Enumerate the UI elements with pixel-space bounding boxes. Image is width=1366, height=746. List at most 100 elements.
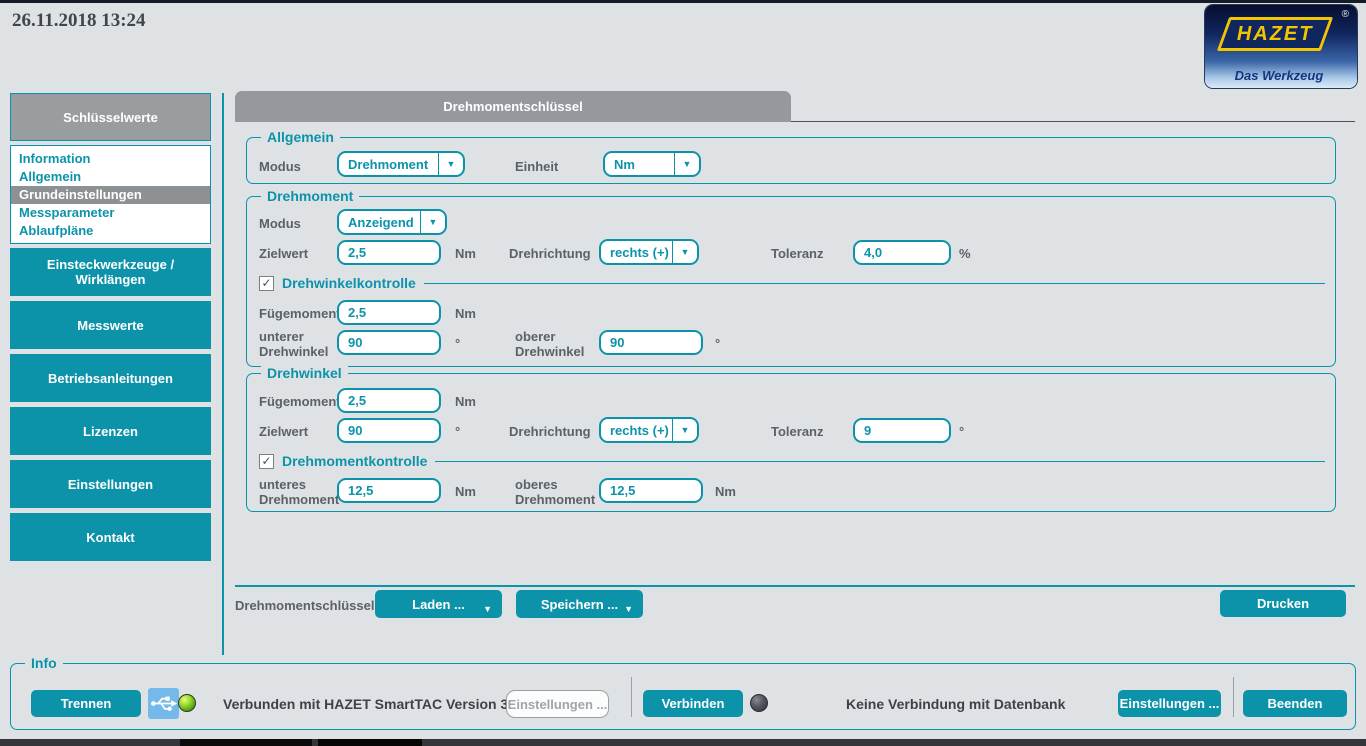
unteres-drehmoment-input[interactable] <box>337 478 441 503</box>
section-drehmoment: Drehmoment Modus Anzeigend ▼ Zielwert Nm… <box>246 188 1336 367</box>
sidebar-item-ablaufplaene[interactable]: Ablaufpläne <box>19 223 94 238</box>
toleranz-label: Toleranz <box>771 246 824 261</box>
chevron-down-icon[interactable]: ▼ <box>674 153 699 175</box>
chevron-down-icon[interactable]: ▼ <box>672 241 697 263</box>
einheit-dropdown[interactable]: Nm ▼ <box>603 151 701 177</box>
datetime-display: 26.11.2018 13:24 <box>12 10 146 31</box>
zielwert-unit: Nm <box>455 246 476 261</box>
unterer-drehwinkel-label: unterer Drehwinkel <box>259 329 329 359</box>
drehmoment-modus-dropdown[interactable]: Anzeigend ▼ <box>337 209 447 235</box>
device-connection-led <box>178 694 196 712</box>
drehmomentkontrolle-title: Drehmomentkontrolle <box>282 453 428 469</box>
modus-label: Modus <box>259 159 301 174</box>
sidebar-header-schluesselwerte[interactable]: Schlüsselwerte <box>10 93 211 141</box>
zielwert-input[interactable] <box>337 240 441 265</box>
device-einstellungen-label: Einstellungen ... <box>507 696 608 712</box>
sidebar-item-grundeinstellungen[interactable]: Grundeinstellungen <box>11 186 210 204</box>
info-divider <box>631 677 632 717</box>
sidebar-item-allgemein[interactable]: Allgemein <box>19 169 82 184</box>
modus-label: Modus <box>259 216 301 231</box>
drehrichtung-value: rechts (+) <box>610 244 669 260</box>
taskbar-segment <box>318 739 422 746</box>
unteres-drehmoment-label: unteres Drehmoment <box>259 477 340 507</box>
sidebar-button-kontakt[interactable]: Kontakt <box>10 513 211 561</box>
laden-button-label: Laden ... <box>412 596 465 612</box>
unterer-drehwinkel-input[interactable] <box>337 330 441 355</box>
section-drehmoment-legend: Drehmoment <box>261 188 360 204</box>
oberer-drehwinkel-label: oberer Drehwinkel <box>515 329 585 359</box>
device-status-text: Verbunden mit HAZET SmartTAC Version 3.0… <box>223 696 536 712</box>
hazet-logo-mark-icon: HAZET <box>1216 17 1334 51</box>
modus-dropdown[interactable]: Drehmoment ▼ <box>337 151 465 177</box>
beenden-button[interactable]: Beenden <box>1243 690 1347 717</box>
oberes-drehmoment-label: oberes Drehmoment <box>515 477 596 507</box>
chevron-down-icon: ▼ <box>624 604 633 614</box>
trennen-button[interactable]: Trennen <box>31 690 141 717</box>
toleranz-input[interactable] <box>853 418 951 443</box>
speichern-button[interactable]: Speichern ... ▼ <box>516 590 643 618</box>
laden-button[interactable]: Laden ... ▼ <box>375 590 502 618</box>
drehmomentkontrolle-checkbox[interactable]: ✓ <box>259 453 274 469</box>
oberes-drehmoment-input[interactable] <box>599 478 703 503</box>
sidebar-button-betriebsanleitungen[interactable]: Betriebsanleitungen <box>10 354 211 402</box>
window-top-edge <box>0 0 1366 3</box>
drehwinkelkontrolle-title: Drehwinkelkontrolle <box>282 275 416 291</box>
toleranz-input[interactable] <box>853 240 951 265</box>
toleranz-label: Toleranz <box>771 424 824 439</box>
drehrichtung-label: Drehrichtung <box>509 424 591 439</box>
group-rule <box>435 460 1325 462</box>
trennen-button-label: Trennen <box>60 696 112 711</box>
chevron-down-icon: ▼ <box>483 604 492 614</box>
toleranz-unit: % <box>959 246 971 261</box>
taskbar-segment <box>180 739 312 746</box>
modus-dropdown-value: Drehmoment <box>348 156 429 172</box>
zielwert-input[interactable] <box>337 418 441 443</box>
chevron-down-icon[interactable]: ▼ <box>672 419 697 441</box>
beenden-button-label: Beenden <box>1267 696 1323 711</box>
drucken-button-label: Drucken <box>1256 596 1310 611</box>
oberer-drehwinkel-input[interactable] <box>599 330 703 355</box>
drucken-button[interactable]: Drucken <box>1220 590 1346 617</box>
section-allgemein: Allgemein Modus Drehmoment ▼ Einheit Nm … <box>246 129 1336 184</box>
fuegemoment-label: Fügemoment <box>259 394 341 409</box>
section-allgemein-legend: Allgemein <box>261 129 340 145</box>
oberes-drehmoment-unit: Nm <box>715 484 736 499</box>
fuegemoment-input[interactable] <box>337 300 441 325</box>
database-einstellungen-label: Einstellungen ... <box>1119 696 1220 711</box>
fuegemoment-unit: Nm <box>455 306 476 321</box>
tabstrip-baseline <box>235 121 1355 122</box>
sidebar-nav-list: Information Allgemein Grundeinstellungen… <box>10 145 211 244</box>
drehrichtung-dropdown[interactable]: rechts (+) ▼ <box>599 239 699 265</box>
fuegemoment-input[interactable] <box>337 388 441 413</box>
logo-tagline: Das Werkzeug <box>1234 68 1324 83</box>
section-drehwinkel-legend: Drehwinkel <box>261 365 348 381</box>
device-einstellungen-button[interactable]: Einstellungen ... <box>506 690 609 718</box>
sidebar-button-messwerte[interactable]: Messwerte <box>10 301 211 349</box>
drehwinkelkontrolle-group-header: ✓ Drehwinkelkontrolle <box>259 275 1325 291</box>
sidebar-button-einsteckwerkzeuge[interactable]: Einsteckwerkzeuge / Wirklängen <box>10 248 211 296</box>
sidebar-button-lizenzen[interactable]: Lizenzen <box>10 407 211 455</box>
content-bottom-separator <box>235 585 1355 587</box>
fuegemoment-unit: Nm <box>455 394 476 409</box>
section-info: Info Trennen Verbunden mit HAZET SmartTA… <box>10 655 1356 730</box>
zielwert-label: Zielwert <box>259 246 309 261</box>
tab-drehmomentschluessel[interactable]: Drehmomentschlüssel <box>235 91 791 122</box>
chevron-down-icon[interactable]: ▼ <box>420 211 445 233</box>
sidebar-item-messparameter[interactable]: Messparameter <box>19 205 115 220</box>
database-connection-led <box>750 694 768 712</box>
drehrichtung-dropdown[interactable]: rechts (+) ▼ <box>599 417 699 443</box>
chevron-down-icon[interactable]: ▼ <box>438 153 463 175</box>
unterer-drehwinkel-unit: ° <box>455 336 461 351</box>
sidebar-button-einstellungen[interactable]: Einstellungen <box>10 460 211 508</box>
verbinden-button[interactable]: Verbinden <box>643 690 743 717</box>
sidebar-content-divider <box>222 93 224 655</box>
drehwinkelkontrolle-checkbox[interactable]: ✓ <box>259 275 274 291</box>
actions-label: Drehmomentschlüssel <box>235 598 375 613</box>
verbinden-button-label: Verbinden <box>661 696 725 711</box>
einheit-label: Einheit <box>515 159 559 174</box>
drehmoment-modus-value: Anzeigend <box>348 214 414 230</box>
database-status-text: Keine Verbindung mit Datenbank <box>846 696 1066 712</box>
sidebar-item-information[interactable]: Information <box>19 151 91 166</box>
database-einstellungen-button[interactable]: Einstellungen ... <box>1118 690 1221 717</box>
